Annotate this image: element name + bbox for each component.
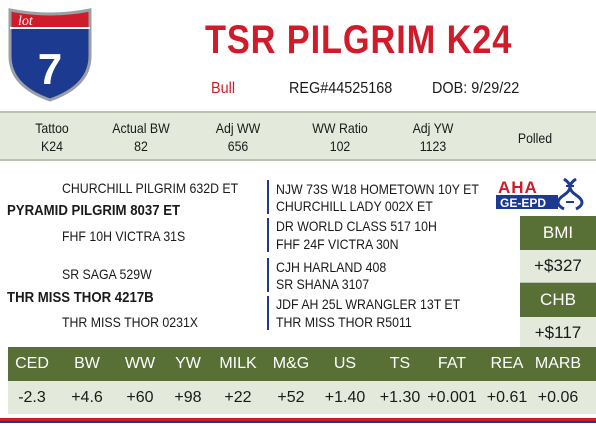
date-of-birth: DOB: 9/29/22 bbox=[432, 80, 520, 97]
bmi-label: BMI bbox=[520, 216, 596, 250]
tattoo-cell: Tattoo K24 bbox=[26, 119, 79, 155]
epd-header-us: US bbox=[333, 355, 357, 372]
pedigree-bracket-4 bbox=[267, 296, 269, 330]
ww-ratio-value: 102 bbox=[329, 138, 351, 154]
pedigree-bracket-1 bbox=[267, 180, 269, 214]
epd-value-fat: +0.001 bbox=[427, 388, 477, 406]
bottom-rule-blue bbox=[0, 421, 596, 423]
epd-header-ced: CED bbox=[15, 355, 49, 372]
actual-bw-value: 82 bbox=[134, 138, 148, 154]
epd-value-m-g: +52 bbox=[277, 388, 305, 406]
epd-header-ts: TS bbox=[389, 355, 411, 372]
epd-value-ts: +1.30 bbox=[379, 388, 421, 406]
adj-ww-label: Adj WW bbox=[215, 120, 261, 136]
tattoo-value: K24 bbox=[41, 138, 63, 154]
lot-number: 7 bbox=[38, 45, 62, 94]
registration-number: REG#44525168 bbox=[289, 80, 393, 97]
dam: THR MISS THOR 4217B bbox=[7, 289, 154, 306]
chb-label: CHB bbox=[520, 283, 596, 317]
bottom-rule-red bbox=[0, 418, 596, 421]
epd-header-bw: BW bbox=[74, 355, 100, 372]
lot-label: lot bbox=[18, 14, 34, 29]
polled-status: Polled bbox=[517, 130, 553, 146]
epd-value-bw: +4.6 bbox=[71, 388, 103, 406]
epd-value-yw: +98 bbox=[174, 388, 202, 406]
dam-dam-dam: THR MISS THOR R5011 bbox=[276, 314, 412, 330]
sire-sire-sire: NJW 73S W18 HOMETOWN 10Y ET bbox=[276, 181, 479, 197]
epd-value-rea: +0.61 bbox=[486, 388, 528, 406]
sire: PYRAMID PILGRIM 8037 ET bbox=[7, 202, 181, 219]
sire-sire: CHURCHILL PILGRIM 632D ET bbox=[62, 180, 239, 196]
epd-header-m-g: M&G bbox=[272, 355, 310, 372]
sire-dam-dam: FHF 24F VICTRA 30N bbox=[276, 236, 399, 252]
lot-badge: lot 7 bbox=[4, 4, 96, 104]
ww-ratio-label: WW Ratio bbox=[312, 120, 368, 136]
epd-header-milk: MILK bbox=[219, 355, 257, 372]
epd-value-ww: +60 bbox=[126, 388, 154, 406]
epd-header-ww: WW bbox=[124, 355, 156, 372]
epd-header-rea: REA bbox=[490, 355, 524, 372]
bmi-value: +$327 bbox=[520, 250, 596, 283]
epd-value-marb: +0.06 bbox=[537, 388, 579, 406]
epd-header-row: CED BW WW YW MILK M&G US TS FAT REA MARB bbox=[8, 347, 596, 381]
pedigree-bracket-3 bbox=[267, 258, 269, 292]
actual-bw-cell: Actual BW 82 bbox=[107, 119, 176, 155]
sex: Bull bbox=[211, 80, 236, 97]
actual-bw-label: Actual BW bbox=[112, 120, 170, 136]
adj-yw-label: Adj YW bbox=[412, 120, 454, 136]
adj-ww-cell: Adj WW 656 bbox=[208, 119, 268, 155]
sire-dam-sire: DR WORLD CLASS 517 10H bbox=[276, 218, 437, 234]
epd-header-fat: FAT bbox=[437, 355, 467, 372]
epd-value-ced: -2.3 bbox=[18, 388, 46, 406]
epd-header-yw: YW bbox=[175, 355, 201, 372]
epd-value-milk: +22 bbox=[224, 388, 252, 406]
epd-value-row: -2.3 +4.6 +60 +98 +22 +52 +1.40 +1.30 +0.001 +0.6… bbox=[8, 381, 596, 414]
logo-top-text: AHA bbox=[498, 178, 538, 197]
dam-dam-sire: JDF AH 25L WRANGLER 13T ET bbox=[276, 296, 461, 312]
epd-header-marb: MARB bbox=[534, 355, 582, 372]
logo-bottom-text: GE-EPD bbox=[500, 196, 546, 210]
chb-value: +$117 bbox=[520, 317, 596, 350]
adj-yw-cell: Adj YW 1123 bbox=[403, 119, 463, 155]
adj-yw-value: 1123 bbox=[419, 138, 447, 154]
tattoo-label: Tattoo bbox=[35, 120, 69, 136]
ww-ratio-cell: WW Ratio 102 bbox=[306, 119, 375, 155]
interstate-shield-icon: lot 7 bbox=[8, 8, 92, 102]
dam-sire-sire: CJH HARLAND 408 bbox=[276, 259, 387, 275]
performance-strip: Tattoo K24 Actual BW 82 Adj WW 656 WW Ra… bbox=[0, 111, 596, 161]
epd-value-us: +1.40 bbox=[324, 388, 366, 406]
dam-sire: SR SAGA 529W bbox=[62, 266, 152, 282]
animal-name: TSR PILGRIM K24 bbox=[205, 18, 513, 62]
dam-sire-dam: SR SHANA 3107 bbox=[276, 276, 370, 292]
pedigree-bracket-2 bbox=[267, 218, 269, 252]
dam-dam: THR MISS THOR 0231X bbox=[62, 314, 199, 330]
adj-ww-value: 656 bbox=[227, 138, 249, 154]
aha-ge-epd-logo: AHA GE-EPD bbox=[494, 177, 588, 211]
sire-dam: FHF 10H VICTRA 31S bbox=[62, 228, 186, 244]
sire-sire-dam: CHURCHILL LADY 002X ET bbox=[276, 198, 433, 214]
